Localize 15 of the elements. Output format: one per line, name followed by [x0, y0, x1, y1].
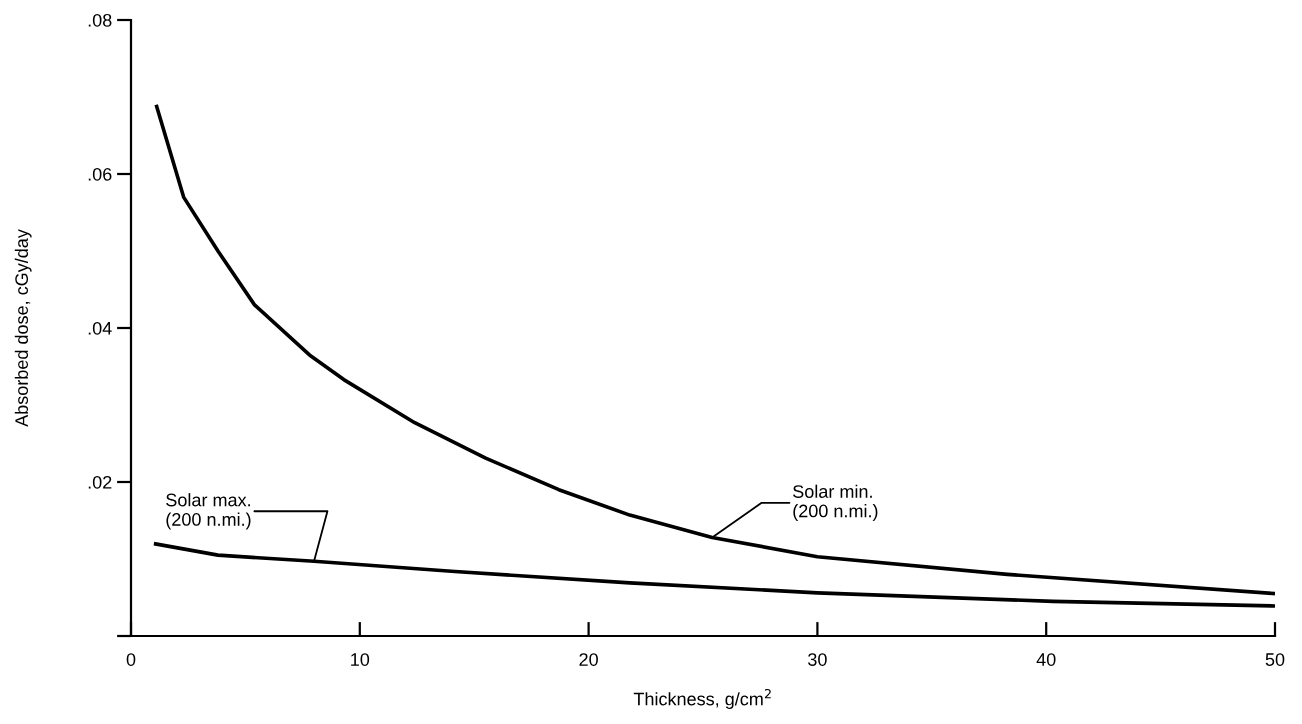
annotation: Solar max. (200 n.mi.): [166, 493, 251, 530]
y-tick-label: .08: [88, 13, 112, 27]
x-axis-title: Thickness, g/cm$^{2}$: [633, 688, 771, 709]
y-tick-label: .02: [88, 475, 112, 489]
y-tick-label: .06: [88, 167, 112, 181]
y-axis-title: Absorbed dose, cGy/day: [14, 229, 32, 427]
x-tick-label: 30: [808, 653, 827, 666]
x-tick-label: 40: [1036, 653, 1056, 666]
x-tick-label: 0: [126, 653, 136, 666]
x-tick-label: 50: [1265, 653, 1285, 666]
x-tick-label: 10: [351, 653, 370, 666]
x-tick-label: 20: [579, 653, 598, 666]
line-series: [154, 102, 1275, 596]
annotation: Solar min. (200 n.mi.): [793, 484, 878, 521]
y-tick-label: .04: [88, 321, 112, 335]
